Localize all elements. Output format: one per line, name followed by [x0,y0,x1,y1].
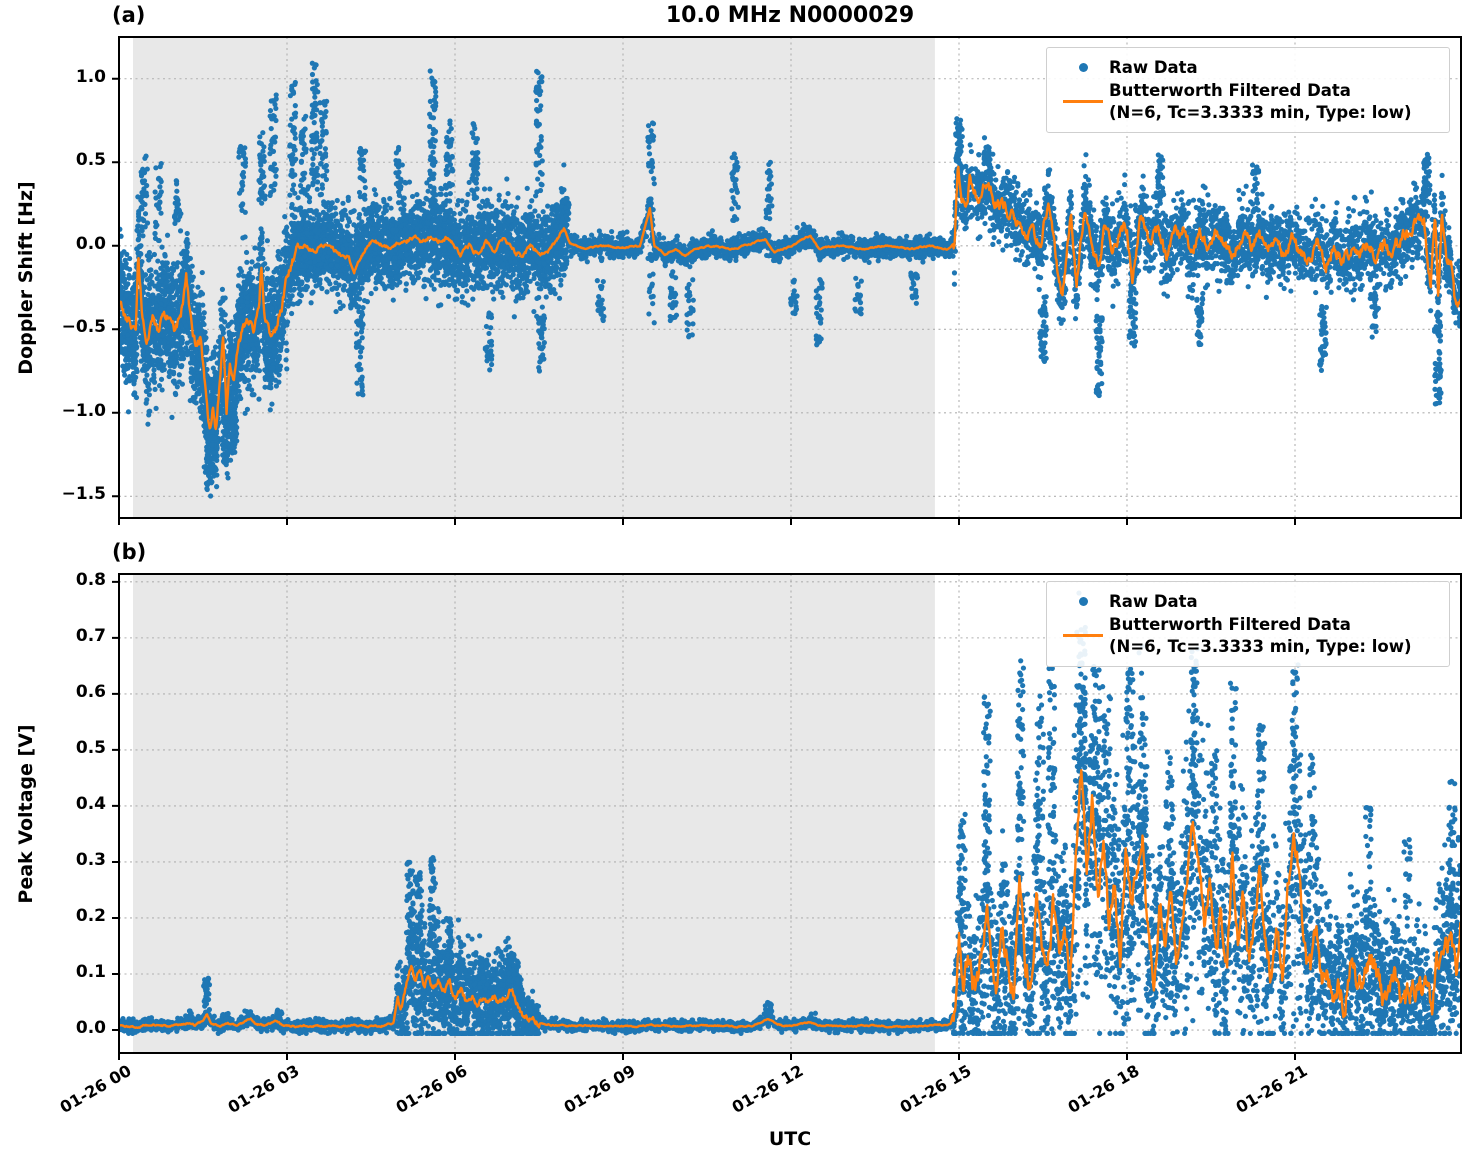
panel-b-ytick-label: 0.7 [75,625,106,646]
panel-b-ylabel: Peak Voltage [V] [15,724,37,904]
panel-a-ytick-label: 1.0 [75,66,106,87]
panel-b-ytick-label: 0.0 [75,1018,106,1039]
panel-b-ytick-label: 0.1 [75,962,106,982]
legend-filtered-labels: Butterworth Filtered Data (N=6, Tc=3.333… [1109,614,1412,657]
panel-b-ytick-label: 0.8 [75,569,106,590]
panel-b-tag: (b) [112,540,147,564]
filtered-marker-cell [1057,100,1109,104]
legend-row-filtered: Butterworth Filtered Data (N=6, Tc=3.333… [1057,614,1439,657]
panel-b-ytick-label: 0.4 [75,793,106,814]
legend-row-raw: Raw Data [1057,591,1439,612]
filtered-line-icon [1063,634,1103,638]
panel-a-ytick-label: 0.5 [75,150,106,171]
figure-title: 10.0 MHz N0000029 [665,3,915,28]
legend-filtered-label: Butterworth Filtered Data [1109,615,1351,635]
legend-filtered-sublabel: (N=6, Tc=3.3333 min, Type: low) [1109,102,1412,122]
panel-a-ylabel: Doppler Shift [Hz] [15,181,37,375]
x-axis-label: UTC [768,1128,812,1150]
panel-a-ytick-label: −0.5 [61,317,106,338]
legend-filtered-labels: Butterworth Filtered Data (N=6, Tc=3.333… [1109,80,1412,123]
filtered-line-icon [1063,100,1103,104]
legend-row-filtered: Butterworth Filtered Data (N=6, Tc=3.333… [1057,80,1439,123]
panel-b-ytick-label: 0.2 [75,905,106,926]
panel-a-legend: Raw Data Butterworth Filtered Data (N=6,… [1046,47,1450,134]
panel-a-ytick-label: −1.5 [61,484,106,505]
raw-marker-cell [1057,597,1109,607]
panel-a-tag: (a) [112,3,146,27]
legend-filtered-sublabel: (N=6, Tc=3.3333 min, Type: low) [1109,636,1412,656]
panel-a-ytick-label: 0.0 [75,233,106,254]
legend-raw-label: Raw Data [1109,58,1198,77]
panel-b-legend: Raw Data Butterworth Filtered Data (N=6,… [1046,581,1450,668]
panel-b-ytick-label: 0.3 [75,849,106,870]
panel-a-ytick-label: −1.0 [61,400,106,421]
legend-raw-label: Raw Data [1109,592,1198,611]
raw-dot-icon [1078,63,1088,73]
panel-b-ytick-label: 0.6 [75,681,106,702]
raw-dot-icon [1078,597,1088,607]
panel-b-ytick-label: 0.5 [75,737,106,758]
legend-filtered-label: Butterworth Filtered Data [1109,81,1351,101]
raw-marker-cell [1057,63,1109,73]
legend-row-raw: Raw Data [1057,57,1439,78]
filtered-marker-cell [1057,634,1109,638]
